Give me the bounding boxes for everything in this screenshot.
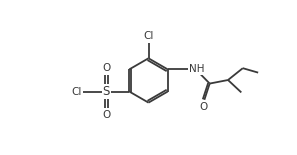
Text: S: S bbox=[102, 85, 110, 98]
Text: O: O bbox=[102, 63, 110, 73]
Text: Cl: Cl bbox=[71, 86, 82, 97]
Text: O: O bbox=[200, 102, 208, 112]
Text: O: O bbox=[102, 110, 110, 120]
Text: NH: NH bbox=[189, 64, 205, 74]
Text: Cl: Cl bbox=[143, 31, 154, 41]
